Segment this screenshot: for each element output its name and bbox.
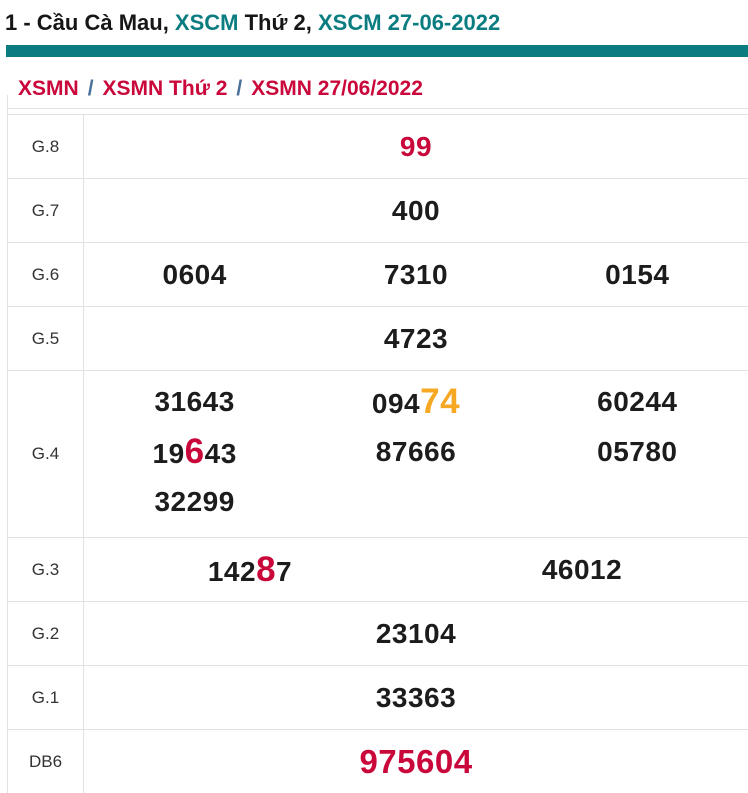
prize-label-g3: G.3 [8, 538, 84, 601]
prize-value-g1: 33363 [375, 681, 457, 713]
prize-value-g4-2: 09474 [371, 382, 460, 421]
prize-value-db6: 975604 [359, 742, 473, 780]
prize-value-g4-4: 19643 [152, 432, 237, 471]
prize-value-g6-2: 7310 [383, 258, 449, 290]
digit-group: 19 [152, 438, 185, 469]
breadcrumb-link-xsmn[interactable]: XSMN [18, 77, 79, 100]
prize-value-g7: 400 [391, 194, 441, 226]
breadcrumb-link-xsmn-date[interactable]: XSMN 27/06/2022 [251, 77, 423, 100]
prize-row-g4: G.4 31643 09474 60244 19643 87666 05780 … [8, 370, 748, 537]
prize-value-g2: 23104 [375, 617, 457, 649]
page-title: 1 - Cầu Cà Mau, XSCM Thứ 2, XSCM 27-06-2… [0, 0, 748, 36]
prize-value-g4-6: 05780 [597, 436, 678, 467]
prize-label-g7: G.7 [8, 179, 84, 242]
digit-group: 094 [371, 388, 421, 419]
prize-value-g4-3: 60244 [597, 386, 678, 417]
breadcrumb-separator: / [236, 77, 243, 100]
prize-label-g6: G.6 [8, 243, 84, 306]
title-text-prefix: 1 - Cầu Cà Mau, [5, 10, 175, 35]
title-text-middle: Thứ 2, [238, 10, 318, 35]
prize-label-db6: DB6 [8, 730, 84, 793]
prize-value-g4-1: 31643 [154, 386, 235, 417]
prize-label-g8: G.8 [8, 115, 84, 178]
highlighted-digit: 8 [256, 549, 277, 589]
title-divider-bar [6, 45, 748, 57]
prize-label-g5: G.5 [8, 307, 84, 370]
empty-cell [305, 480, 526, 528]
breadcrumb: XSMN / XSMN Thứ 2 / XSMN 27/06/2022 [18, 77, 748, 101]
breadcrumb-link-xsmn-thu2[interactable]: XSMN Thứ 2 [102, 77, 228, 100]
breadcrumb-separator: / [87, 77, 94, 100]
empty-cell [527, 480, 748, 528]
prize-value-g8: 99 [399, 130, 433, 162]
highlighted-digits: 74 [420, 382, 461, 421]
prize-row-g3: G.3 14287 46012 [8, 537, 748, 601]
prize-value-g5: 4723 [383, 322, 449, 354]
prize-label-g4: G.4 [8, 371, 84, 537]
prize-value-g4-7: 32299 [154, 486, 235, 517]
prize-row-g8: G.8 99 [8, 114, 748, 178]
prize-value-g6-3: 0154 [605, 258, 670, 290]
results-table: G.8 99 G.7 400 G.6 0604 7310 0154 G.5 47… [7, 95, 748, 793]
highlighted-digit: 6 [184, 432, 205, 471]
digit-group: 142 [207, 555, 257, 587]
digit-group: 43 [204, 438, 237, 469]
prize-row-g6: G.6 0604 7310 0154 [8, 242, 748, 306]
title-link-xscm-date[interactable]: XSCM 27-06-2022 [317, 10, 501, 35]
prize-value-g3-1: 14287 [207, 550, 293, 589]
prize-row-g7: G.7 400 [8, 178, 748, 242]
digit-group: 7 [276, 555, 293, 587]
prize-row-g1: G.1 33363 [8, 665, 748, 729]
prize-value-g3-2: 46012 [541, 553, 623, 585]
prize-row-g2: G.2 23104 [8, 601, 748, 665]
prize-row-db6: DB6 975604 [8, 729, 748, 793]
prize-value-g6-1: 0604 [162, 258, 227, 290]
title-link-xscm[interactable]: XSCM [174, 10, 239, 35]
table-top-spacer [8, 95, 748, 109]
prize-label-g2: G.2 [8, 602, 84, 665]
prize-label-g1: G.1 [8, 666, 84, 729]
prize-row-g5: G.5 4723 [8, 306, 748, 370]
prize-value-g4-5: 87666 [375, 436, 457, 467]
